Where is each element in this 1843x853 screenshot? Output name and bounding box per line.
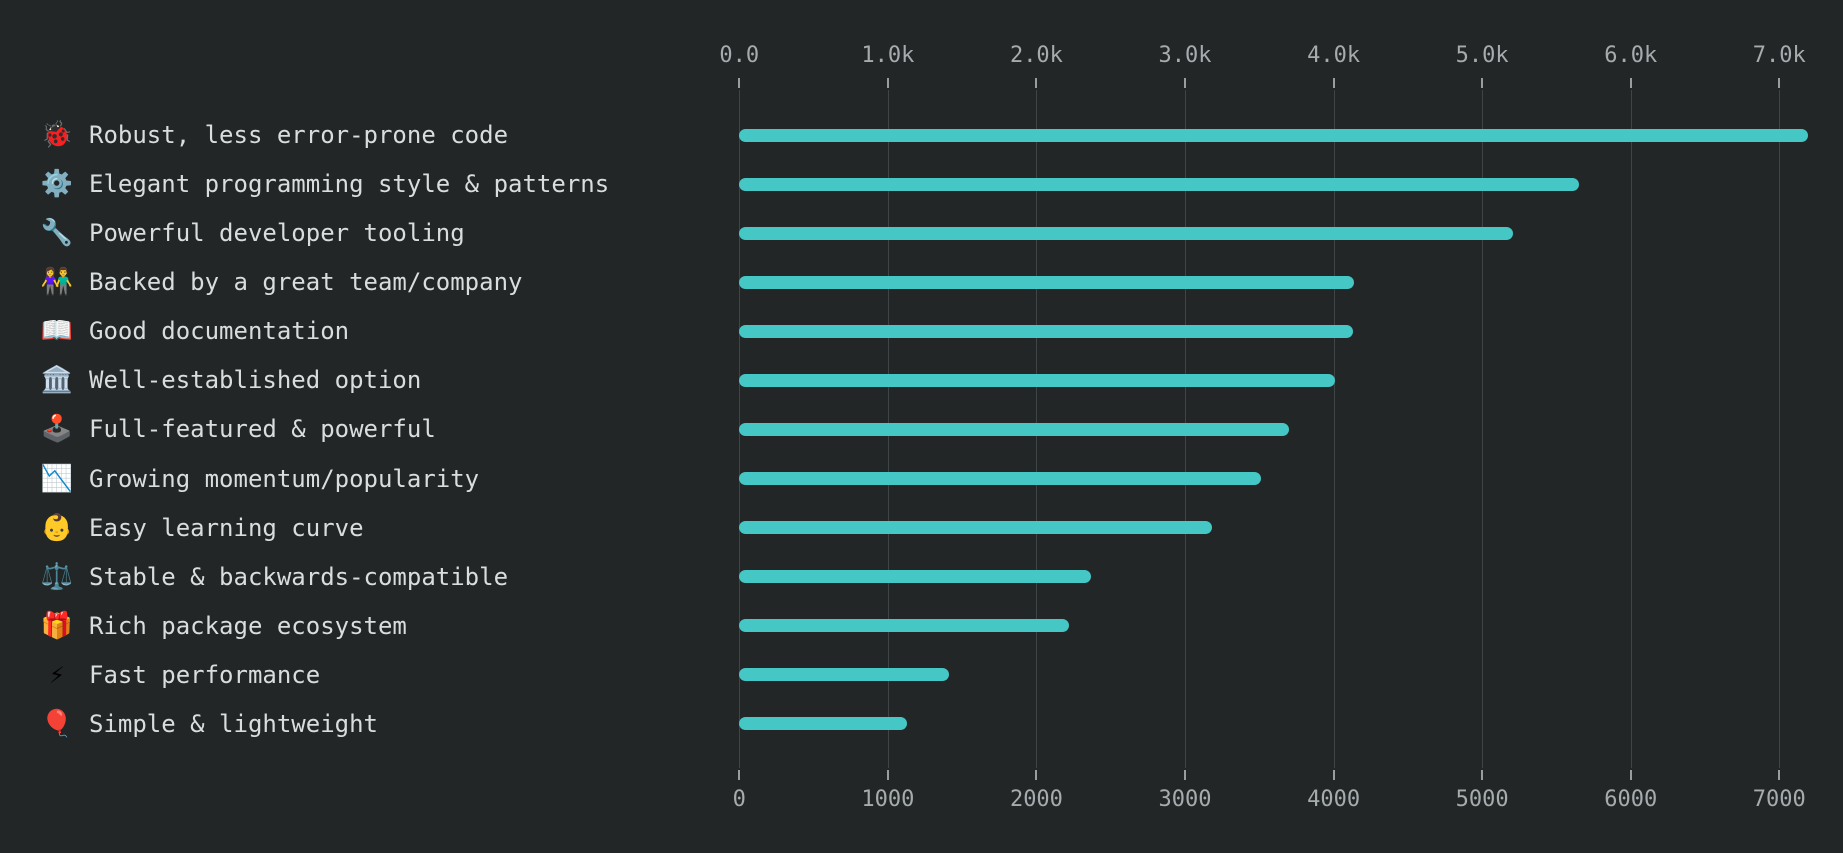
- x-axis-bottom-tick-label: 0: [732, 787, 746, 812]
- bar[interactable]: [739, 324, 1353, 338]
- axis-tick: [1629, 78, 1632, 88]
- category-label: Powerful developer tooling: [89, 219, 465, 248]
- axis-tick: [1184, 770, 1186, 780]
- x-axis-top-tick-label: 3.0k: [1158, 43, 1212, 68]
- x-axis-top-tick-label: 6.0k: [1604, 43, 1658, 68]
- x-axis-bottom-tick-label: 2000: [1009, 787, 1063, 812]
- category-label: Rich package ecosystem: [89, 611, 407, 640]
- x-axis-bottom-tick-label: 6000: [1604, 787, 1658, 812]
- category-row-label: 📖 Good documentation: [40, 313, 349, 349]
- category-row-label: ⚖️ Stable & backwards-compatible: [40, 559, 508, 595]
- category-label: Robust, less error-prone code: [89, 121, 509, 149]
- category-label: Elegant programming style & patterns: [89, 170, 610, 199]
- category-row-label: 🎁 Rich package ecosystem: [40, 608, 407, 644]
- ladybug-icon: 🐞: [40, 120, 74, 150]
- bar[interactable]: [739, 521, 1212, 535]
- category-row-label: 🐞 Robust, less error-prone code: [40, 117, 508, 153]
- axis-tick: [1778, 78, 1781, 88]
- bar[interactable]: [739, 570, 1092, 584]
- category-label: Stable & backwards-compatible: [89, 562, 509, 591]
- x-axis-bottom-tick-label: 5000: [1455, 787, 1509, 812]
- x-axis-top-tick-label: 2.0k: [1009, 43, 1063, 68]
- x-axis-bottom-tick-label: 7000: [1752, 787, 1806, 812]
- gear-icon: ⚙️: [40, 169, 74, 200]
- axis-tick: [1481, 78, 1484, 88]
- x-axis-top-tick-label: 0.0: [719, 43, 760, 68]
- axis-tick: [1184, 78, 1186, 88]
- category-row-label: 🎈 Simple & lightweight: [40, 706, 378, 742]
- bar[interactable]: [739, 717, 908, 731]
- x-axis-top-tick-label: 1.0k: [861, 43, 915, 68]
- bar[interactable]: [739, 668, 949, 682]
- high-voltage-icon: ⚡: [49, 659, 65, 690]
- axis-tick: [1332, 78, 1335, 88]
- category-row-label: 👶 Easy learning curve: [40, 510, 364, 546]
- bar[interactable]: [739, 128, 1808, 142]
- category-row-label: 🔧 Powerful developer tooling: [40, 215, 465, 251]
- category-row-label: ⚙️ Elegant programming style & patterns: [40, 166, 609, 202]
- x-axis-bottom-tick-label: 4000: [1307, 787, 1361, 812]
- x-axis-top-tick-label: 7.0k: [1752, 43, 1806, 68]
- baby-icon: 👶: [40, 512, 74, 543]
- x-axis-top-tick-label: 4.0k: [1307, 43, 1361, 68]
- gridline: [1333, 90, 1335, 768]
- couple-icon: 👫: [40, 267, 74, 298]
- open-book-icon: 📖: [40, 316, 74, 347]
- axis-tick: [886, 78, 889, 88]
- x-axis-bottom-tick-label: 3000: [1158, 787, 1212, 812]
- x-axis-top-tick-label: 5.0k: [1455, 43, 1509, 68]
- category-label: Full-featured & powerful: [89, 415, 436, 444]
- category-row-label: ⚡ Fast performance: [40, 657, 320, 693]
- bar[interactable]: [739, 275, 1355, 289]
- bar[interactable]: [739, 619, 1070, 633]
- gift-icon: 🎁: [40, 610, 74, 641]
- category-label: Fast performance: [89, 660, 321, 689]
- axis-tick: [1332, 770, 1335, 780]
- bar[interactable]: [739, 373, 1336, 387]
- axis-tick: [1629, 770, 1632, 780]
- category-label: Growing momentum/popularity: [89, 464, 480, 493]
- axis-tick: [1481, 770, 1484, 780]
- joystick-icon: 🕹️: [40, 414, 74, 445]
- bar[interactable]: [739, 226, 1514, 240]
- category-label: Simple & lightweight: [89, 709, 378, 738]
- bar[interactable]: [739, 422, 1289, 436]
- bar[interactable]: [739, 472, 1261, 486]
- balance-scale-icon: ⚖️: [40, 561, 74, 592]
- axis-tick: [1035, 770, 1038, 780]
- category-label: Well-established option: [89, 366, 422, 395]
- x-axis-bottom-tick-label: 1000: [861, 787, 915, 812]
- category-row-label: 🏛️ Well-established option: [40, 362, 422, 398]
- category-row-label: 👫 Backed by a great team/company: [40, 264, 523, 300]
- gridline: [1482, 90, 1484, 768]
- chart-decreasing-icon: 📉: [40, 463, 74, 494]
- category-label: Good documentation: [89, 317, 350, 346]
- category-row-label: 🕹️ Full-featured & powerful: [40, 411, 436, 447]
- gridline: [1779, 90, 1781, 768]
- axis-tick: [886, 770, 889, 780]
- classical-building-icon: 🏛️: [40, 365, 74, 396]
- axis-tick: [1778, 770, 1781, 780]
- bar[interactable]: [739, 177, 1579, 191]
- category-row-label: 📉 Growing momentum/popularity: [40, 461, 479, 497]
- category-label: Easy learning curve: [89, 513, 364, 542]
- axis-tick: [738, 78, 741, 88]
- wrench-icon: 🔧: [40, 218, 74, 249]
- balloon-icon: 🎈: [40, 708, 74, 739]
- axis-tick: [738, 770, 741, 780]
- gridline: [1630, 90, 1632, 768]
- axis-tick: [1035, 78, 1038, 88]
- category-label: Backed by a great team/company: [89, 268, 523, 297]
